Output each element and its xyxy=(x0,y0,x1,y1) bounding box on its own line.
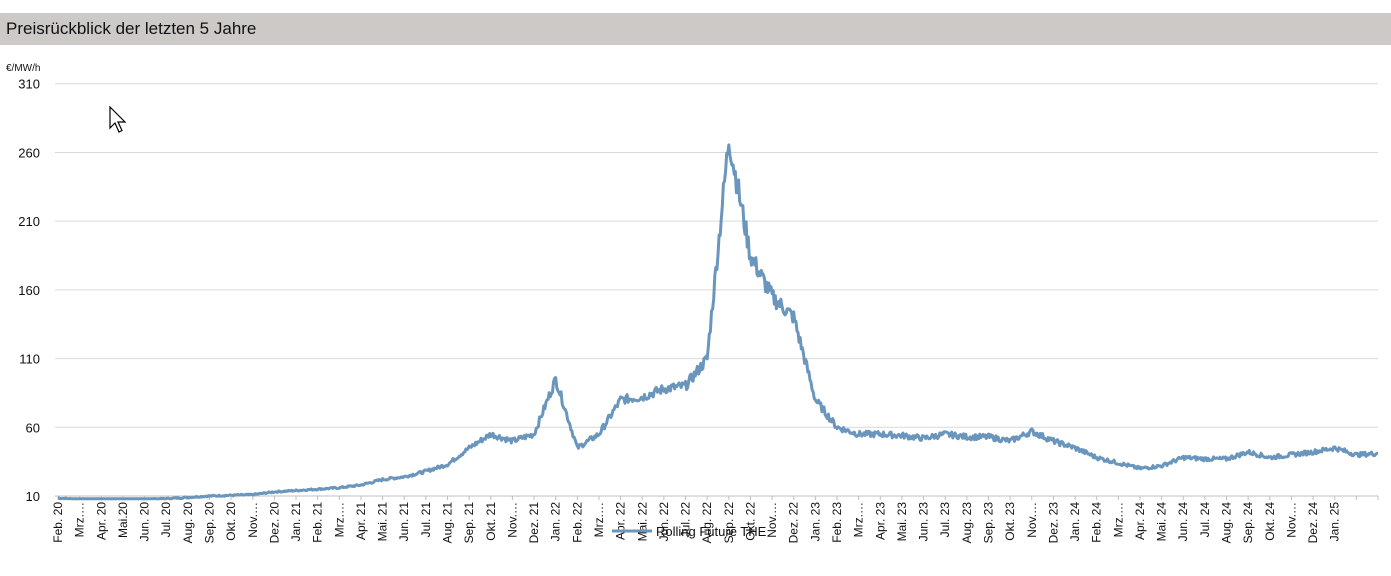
x-tick-label: Jan. 22 xyxy=(549,502,563,542)
x-tick-label: Nov.… xyxy=(246,502,260,538)
y-unit-label: €/MW/h xyxy=(6,63,41,74)
x-tick-label: Okt. 20 xyxy=(224,502,238,541)
x-tick-label: Jun. 22 xyxy=(657,502,671,542)
x-tick-label: Dez. 23 xyxy=(1046,502,1060,544)
x-tick-label: Aug. 23 xyxy=(960,502,974,544)
y-tick-label: 10 xyxy=(26,489,40,504)
x-tick-label: Dez. 20 xyxy=(267,502,281,544)
x-tick-label: Apr. 20 xyxy=(94,502,108,540)
series-line-rolling-future-the xyxy=(57,143,1379,501)
x-tick-label: Jul. 23 xyxy=(938,502,952,538)
x-tick-label: Feb. 22 xyxy=(570,502,584,543)
x-tick-label: Feb. 23 xyxy=(830,502,844,543)
x-tick-label: Mai. 23 xyxy=(895,502,909,542)
x-tick-label: Sep. 24 xyxy=(1241,502,1255,544)
x-tick-label: Okt. 23 xyxy=(1003,502,1017,541)
x-tick-label: Dez. 22 xyxy=(787,502,801,544)
x-tick-label: Nov.… xyxy=(1284,502,1298,538)
x-tick-label: Apr. 24 xyxy=(1133,502,1147,540)
x-tick-label: Jan. 25 xyxy=(1328,502,1342,542)
chart-title: Preisrückblick der letzten 5 Jahre xyxy=(6,19,257,38)
x-tick-label: Feb. 24 xyxy=(1090,502,1104,543)
x-tick-label: Nov.… xyxy=(1025,502,1039,538)
x-tick-label: Okt. 22 xyxy=(743,502,757,541)
x-tick-label: Apr. 21 xyxy=(354,502,368,540)
x-tick-label: Mrz.… xyxy=(332,502,346,537)
x-tick-label: Okt. 21 xyxy=(484,502,498,541)
x-tick-label: Aug. 22 xyxy=(700,502,714,544)
x-tick-label: Jul. 22 xyxy=(679,502,693,538)
x-tick-label: Apr. 23 xyxy=(873,502,887,540)
x-tick-label: Mrz.… xyxy=(73,502,87,537)
x-tick-label: Nov.… xyxy=(765,502,779,538)
x-tick-label: Dez. 24 xyxy=(1306,502,1320,544)
y-tick-label: 260 xyxy=(18,145,40,160)
x-tick-label: Feb. 21 xyxy=(311,502,325,543)
x-tick-label: Dez. 21 xyxy=(527,502,541,544)
x-tick-label: Jun. 24 xyxy=(1176,502,1190,542)
x-tick-label: Jan. 24 xyxy=(1068,502,1082,542)
x-tick-label: Mrz.… xyxy=(1111,502,1125,537)
x-tick-label: Mai. 24 xyxy=(1155,502,1169,542)
x-tick-label: Aug. 20 xyxy=(181,502,195,544)
x-tick-label: Feb. 20 xyxy=(51,502,65,543)
x-tick-label: Mai. 21 xyxy=(376,502,390,542)
x-tick-label: Jun. 20 xyxy=(138,502,152,542)
x-tick-label: Sep. 20 xyxy=(202,502,216,544)
x-tick-label: Aug. 24 xyxy=(1220,502,1234,544)
x-tick-label: Jan. 21 xyxy=(289,502,303,542)
x-tick-label: Jul. 24 xyxy=(1198,502,1212,538)
x-tick-label: Jun. 23 xyxy=(917,502,931,542)
y-tick-label: 210 xyxy=(18,214,40,229)
x-tick-label: Jul. 20 xyxy=(159,502,173,538)
x-tick-label: Jan. 23 xyxy=(808,502,822,542)
x-tick-label: Mai.20 xyxy=(116,502,130,538)
x-tick-label: Mrz.… xyxy=(852,502,866,537)
legend-label: Rolling Future THE xyxy=(656,524,767,539)
x-tick-label: Jul. 21 xyxy=(419,502,433,538)
x-tick-label: Mrz.… xyxy=(592,502,606,537)
y-tick-label: 60 xyxy=(26,420,40,435)
x-tick-label: Okt. 24 xyxy=(1263,502,1277,541)
x-tick-label: Aug. 21 xyxy=(441,502,455,544)
x-tick-label: Sep. 22 xyxy=(722,502,736,544)
x-tick-label: Sep. 21 xyxy=(462,502,476,544)
x-tick-label: Mai. 22 xyxy=(635,502,649,542)
x-tick-label: Nov.… xyxy=(505,502,519,538)
y-tick-label: 310 xyxy=(18,77,40,92)
x-tick-label: Jun. 21 xyxy=(397,502,411,542)
mouse-pointer-icon xyxy=(109,106,127,133)
x-tick-label: Apr. 22 xyxy=(614,502,628,540)
chart-header-bar: Preisrückblick der letzten 5 Jahre xyxy=(0,13,1391,45)
y-tick-label: 160 xyxy=(18,283,40,298)
x-tick-label: Sep. 23 xyxy=(981,502,995,544)
y-tick-label: 110 xyxy=(19,352,40,367)
